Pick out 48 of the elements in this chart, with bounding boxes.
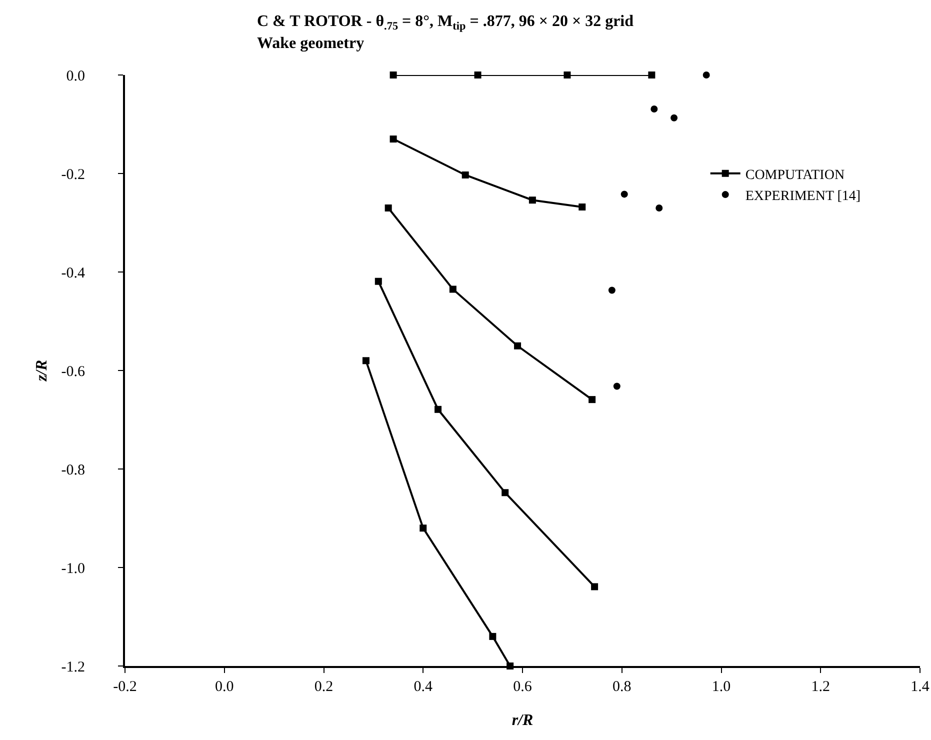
x-tick-label: 0.4	[414, 679, 434, 695]
y-tick-label: -0.2	[61, 166, 85, 183]
point	[650, 105, 658, 112]
point	[670, 114, 678, 122]
point	[390, 136, 397, 143]
point	[702, 72, 710, 78]
point	[390, 72, 397, 78]
point	[514, 342, 522, 350]
point	[564, 72, 571, 78]
y-tick-label: -0.8	[61, 462, 85, 478]
point	[489, 632, 496, 640]
point	[613, 382, 620, 390]
point	[620, 190, 628, 198]
point	[384, 204, 392, 212]
point	[462, 171, 469, 178]
x-tick-label: 1.2	[811, 679, 830, 695]
y-tick-label: 0.0	[66, 68, 85, 84]
point	[608, 286, 616, 294]
x-tick-label: 1.4	[910, 679, 930, 695]
chart-subtitle: Wake geometry	[257, 35, 364, 52]
point	[578, 203, 586, 210]
point	[362, 357, 370, 364]
point	[502, 489, 509, 496]
point	[656, 204, 663, 212]
x-tick-label: 0.8	[612, 679, 632, 695]
y-tick-label: -0.6	[61, 364, 86, 380]
y-tick-label: -1.0	[61, 560, 85, 577]
point	[528, 196, 536, 204]
x-axis-title: r/R	[512, 712, 534, 729]
x-tick-label: 0.6	[513, 679, 532, 695]
x-tick-label: 0.0	[215, 679, 234, 695]
point	[449, 286, 456, 293]
point	[434, 406, 442, 413]
point	[420, 524, 427, 532]
y-tick-label: -0.4	[61, 265, 86, 282]
legend-label: COMPUTATION	[745, 168, 845, 183]
x-tick-label: 1.0	[712, 679, 731, 695]
y-tick-label: -1.2	[61, 659, 85, 676]
x-tick-label: 0.2	[314, 679, 334, 695]
point	[591, 583, 598, 590]
x-tick-label: -0.2	[113, 679, 137, 695]
point	[588, 396, 596, 404]
point	[374, 278, 382, 285]
y-axis-title: z/R	[34, 360, 51, 382]
legend-label: EXPERIMENT [14]	[745, 189, 861, 204]
point	[648, 72, 656, 78]
chart-title: C & T ROTOR - θ$_{.75}$ = 8°, M$_{tip}$ = .877, 96 × 20 × 32 grid	[257, 13, 634, 32]
point	[474, 72, 482, 78]
